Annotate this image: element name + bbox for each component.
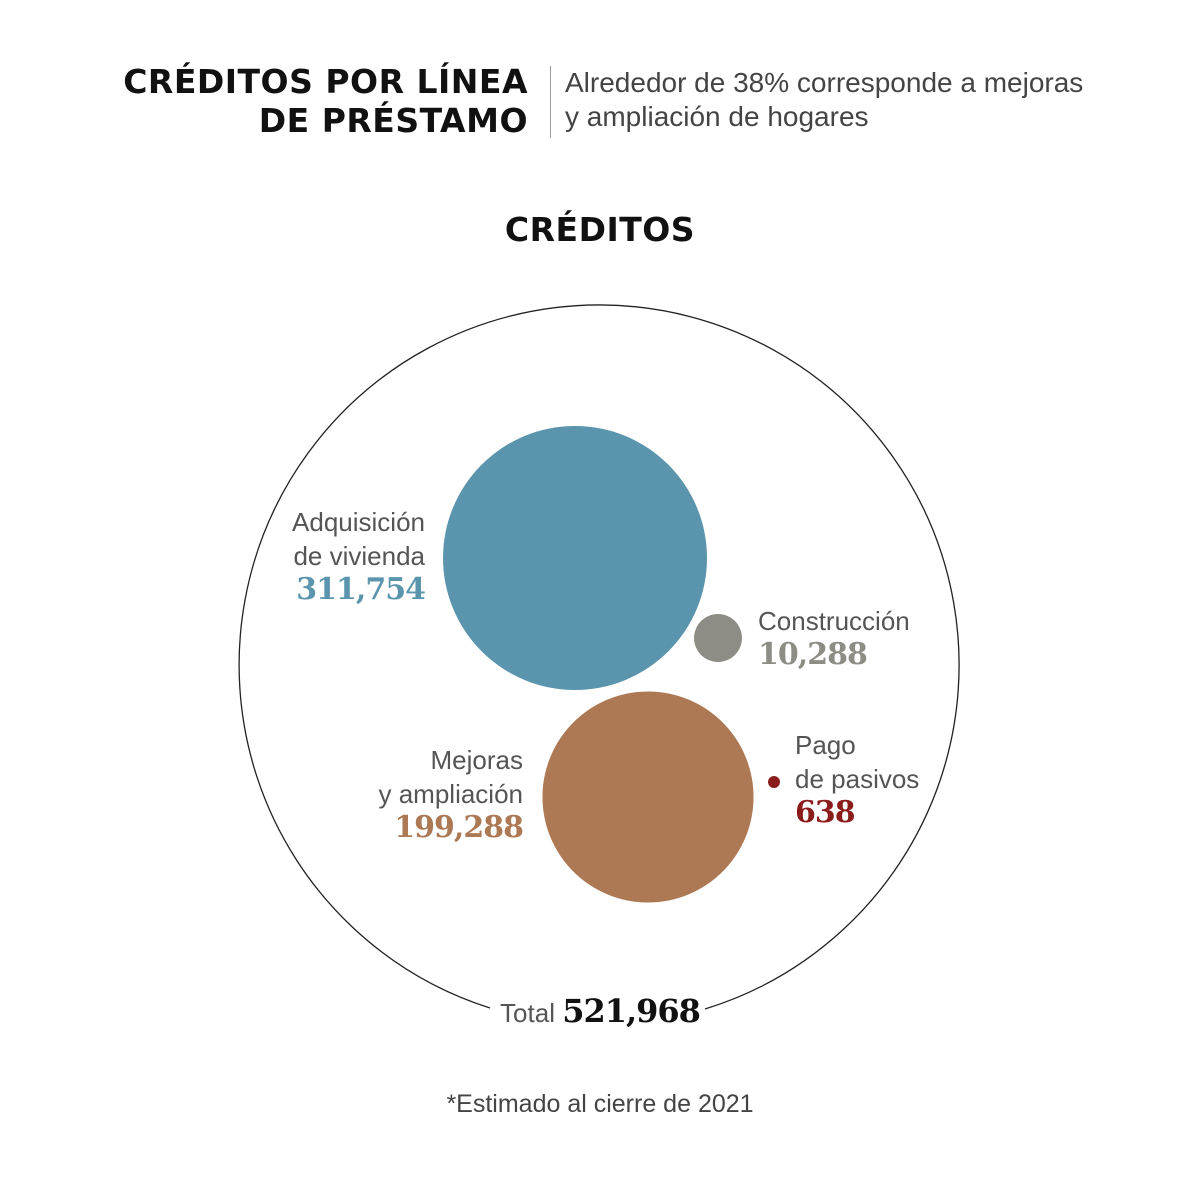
title-line-1: CRÉDITOS POR LÍNEA: [123, 62, 528, 101]
label-adquisicion: Adquisición de vivienda 311,754: [292, 505, 426, 607]
label-line: y ampliación: [378, 779, 523, 809]
label-construccion: Construcción 10,288: [758, 604, 910, 672]
title-line-2: DE PRÉSTAMO: [258, 101, 528, 140]
bubble-adquisicion: [443, 426, 707, 690]
total-text: Total: [500, 998, 555, 1028]
label-mejoras: Mejoras y ampliación 199,288: [378, 743, 524, 845]
label-line: de vivienda: [293, 541, 425, 571]
label-line: Construcción: [758, 606, 910, 636]
label-line: de pasivos: [795, 764, 920, 794]
label-line: Mejoras: [430, 745, 523, 775]
total-value: 521,968: [562, 992, 701, 1030]
footnote: *Estimado al cierre de 2021: [446, 1090, 754, 1118]
label-line: Pago: [795, 730, 856, 760]
header-title: CRÉDITOS POR LÍNEA DE PRÉSTAMO: [123, 62, 528, 140]
header-divider: [550, 66, 551, 138]
chart-title: CRÉDITOS: [504, 210, 696, 249]
header-subtitle: Alrededor de 38% corresponde a mejoras y…: [565, 66, 1083, 134]
label-pago-pasivos: Pago de pasivos 638: [795, 728, 919, 830]
total-outline-circle: [238, 304, 960, 1010]
bubble-pago-pasivos: [768, 776, 780, 788]
value-label: 199,288: [394, 810, 524, 845]
subtitle-line-1: Alrededor de 38% corresponde a mejoras: [565, 67, 1084, 98]
value-label: 311,754: [296, 572, 426, 607]
subtitle-line-2: y ampliación de hogares: [565, 101, 869, 132]
bubble-mejoras: [542, 691, 754, 903]
total-label: Total 521,968: [0, 994, 1200, 1029]
value-label: 638: [795, 795, 856, 830]
label-line: Adquisición: [292, 507, 425, 537]
value-label: 10,288: [758, 637, 868, 672]
bubble-construccion: [694, 614, 742, 662]
